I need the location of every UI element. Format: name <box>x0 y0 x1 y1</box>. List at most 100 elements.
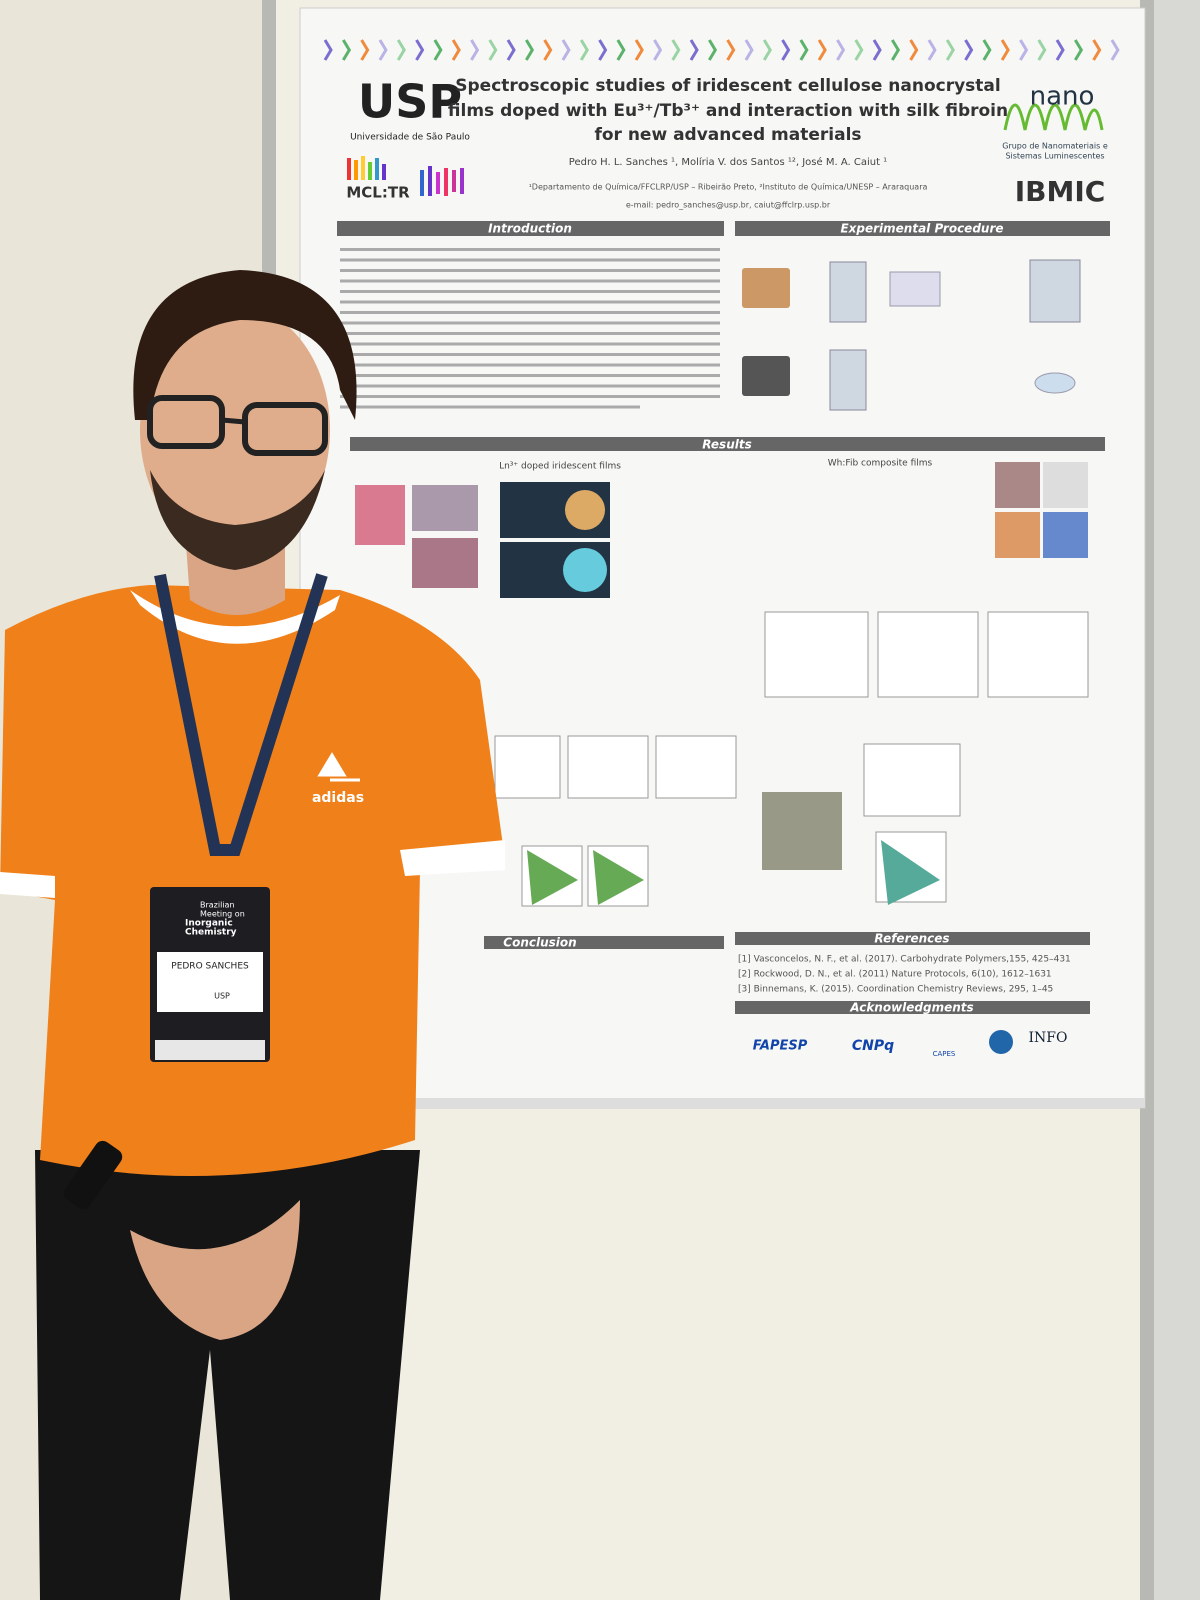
decor <box>708 39 718 61</box>
group: Grupo de Nanomateriais e <box>1002 142 1108 151</box>
decor <box>543 39 553 61</box>
title-line: for new advanced materials <box>594 125 861 145</box>
section-title: Experimental Procedure <box>840 222 1003 236</box>
decor <box>451 39 461 61</box>
decor <box>340 363 720 367</box>
decor <box>340 311 720 314</box>
decor <box>433 39 443 61</box>
decor <box>781 39 791 61</box>
experimental-scheme <box>742 259 1081 411</box>
sponsor: CNPq <box>852 1038 894 1054</box>
decor <box>762 39 772 61</box>
subhead: Wh:Fib composite films <box>828 459 933 469</box>
decor <box>340 248 720 251</box>
decor <box>415 39 425 61</box>
decor <box>378 39 388 61</box>
title-line: films doped with Eu³⁺/Tb³⁺ and interacti… <box>448 101 1008 121</box>
sponsor: INFO <box>1029 1030 1068 1046</box>
decor <box>909 39 919 61</box>
university: Universidade de São Paulo <box>350 133 470 143</box>
decor <box>340 342 720 346</box>
badge-event: Meeting on <box>200 910 245 919</box>
sponsor: CAPES <box>933 1050 956 1058</box>
chevron-strip <box>323 39 1120 61</box>
decor <box>340 374 720 377</box>
decor <box>817 39 827 61</box>
results-figures <box>355 462 1089 907</box>
decor <box>340 269 720 272</box>
decor <box>470 39 480 61</box>
shirt-logo: adidas <box>312 790 364 806</box>
logo-usp: USP <box>358 75 462 129</box>
decor <box>340 384 720 388</box>
decor <box>1074 39 1084 61</box>
decor <box>360 39 370 61</box>
decor <box>1019 39 1029 61</box>
section-title: Conclusion <box>503 936 576 950</box>
reference: [1] Vasconcelos, N. F., et al. (2017). C… <box>738 955 1071 965</box>
decor <box>340 279 720 283</box>
decor <box>945 39 955 61</box>
decor <box>689 39 699 61</box>
reference: [3] Binnemans, K. (2015). Coordination C… <box>738 985 1053 995</box>
decor <box>340 332 720 335</box>
decor <box>1092 39 1102 61</box>
sponsor: FAPESP <box>753 1039 808 1054</box>
decor <box>340 300 720 304</box>
poster-rod <box>300 1098 1145 1108</box>
section-bar <box>735 1001 1090 1014</box>
title-line: Spectroscopic studies of iridescent cell… <box>455 76 1000 96</box>
decor <box>1055 39 1065 61</box>
section-bar <box>735 221 1110 236</box>
person <box>0 270 505 1600</box>
badge-event: Inorganic <box>185 919 233 929</box>
decor <box>1000 39 1010 61</box>
decor <box>506 39 516 61</box>
affiliation: ¹Departamento de Química/FFCLRP/USP – Ri… <box>529 183 928 192</box>
decor <box>927 39 937 61</box>
decor <box>982 39 992 61</box>
logo-ibmic: IBMIC <box>1015 175 1106 208</box>
info-logo <box>989 1030 1013 1054</box>
decor <box>744 39 754 61</box>
decor <box>799 39 809 61</box>
decor <box>342 39 352 61</box>
decor <box>616 39 626 61</box>
decor <box>598 39 608 61</box>
decor <box>340 321 720 325</box>
section-bar <box>337 221 724 236</box>
nano-wave <box>1003 103 1104 131</box>
section-title: References <box>874 932 949 946</box>
decor <box>340 290 720 293</box>
section-bar <box>350 437 1105 451</box>
decor <box>396 39 406 61</box>
decor <box>340 353 720 356</box>
decor <box>579 39 589 61</box>
decor <box>653 39 663 61</box>
decor <box>671 39 681 61</box>
doorway <box>1150 0 1200 1600</box>
email: e-mail: pedro_sanches@usp.br, caiut@ffcl… <box>626 201 831 210</box>
decor <box>726 39 736 61</box>
decor <box>1110 39 1120 61</box>
intro-text <box>340 248 720 409</box>
badge-name: PEDRO SANCHES <box>171 962 249 972</box>
decor <box>854 39 864 61</box>
logo-nano: nano <box>1030 82 1095 112</box>
decor <box>634 39 644 61</box>
decor <box>525 39 535 61</box>
badge-event: Brazilian <box>200 901 235 910</box>
decor <box>488 39 498 61</box>
reference: [2] Rockwood, D. N., et al. (2011) Natur… <box>738 970 1052 980</box>
badge-event: Chemistry <box>185 928 237 938</box>
group: Sistemas Luminescentes <box>1005 152 1104 161</box>
badge-institution: USP <box>214 992 230 1001</box>
decor <box>1037 39 1047 61</box>
decor <box>836 39 846 61</box>
decor <box>891 39 901 61</box>
mcltr-bars <box>347 156 464 196</box>
section-title: Acknowledgments <box>849 1001 973 1015</box>
section-bar <box>484 936 724 949</box>
decor <box>561 39 571 61</box>
